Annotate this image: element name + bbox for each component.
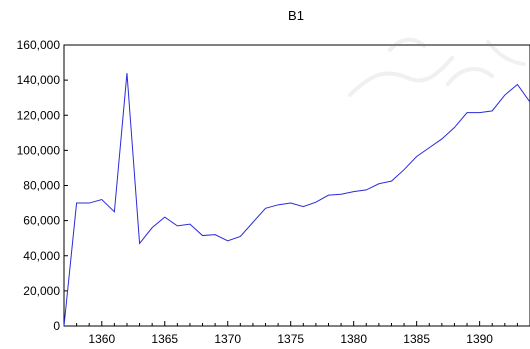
y-tick-label: 80,000 — [23, 179, 60, 193]
y-tick-label: 120,000 — [17, 108, 61, 122]
y-tick-label: 0 — [53, 319, 60, 333]
y-tick-label: 40,000 — [23, 249, 60, 263]
x-tick-label: 1390 — [466, 332, 493, 346]
x-tick-label: 1380 — [340, 332, 367, 346]
x-axis: 1360 1365 1370 1375 1380 1385 1390 — [63, 321, 530, 346]
x-tick-label: 1365 — [151, 332, 178, 346]
y-tick-label: 60,000 — [23, 214, 60, 228]
y-tick-label: 140,000 — [17, 73, 61, 87]
y-tick-label: 160,000 — [17, 38, 61, 52]
x-tick-label: 1375 — [277, 332, 304, 346]
chart-title: B1 — [288, 8, 304, 23]
x-tick-label: 1370 — [214, 332, 241, 346]
y-tick-label: 20,000 — [23, 284, 60, 298]
series-layer — [63, 73, 530, 327]
x-tick-label: 1360 — [88, 332, 115, 346]
series-line-1 — [63, 73, 530, 327]
y-tick-label: 100,000 — [17, 143, 61, 157]
y-axis: 0 20,000 40,000 60,000 80,000 100,000 120,000 1… — [17, 38, 68, 333]
x-tick-label: 1385 — [403, 332, 430, 346]
plot-frame — [63, 44, 530, 327]
